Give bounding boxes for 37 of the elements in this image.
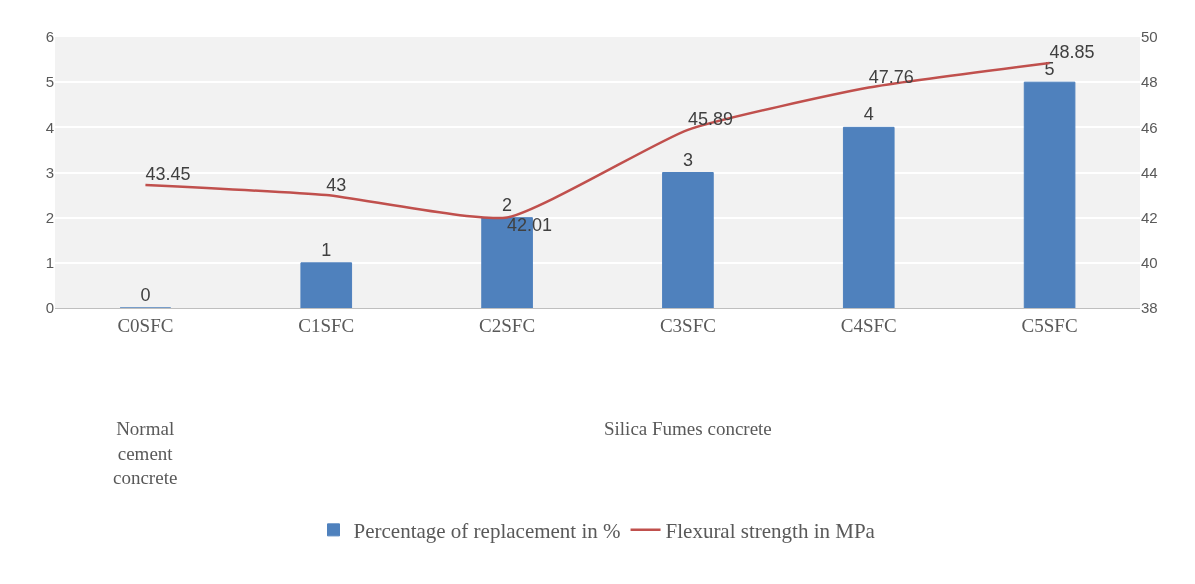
y-tick-label: 6 (45, 28, 54, 46)
legend-label: Flexural strength in MPa (665, 519, 876, 544)
y2-tick-label: 46 (1141, 118, 1158, 136)
x-tick-label: C4SFC (840, 314, 897, 336)
bar (1023, 81, 1076, 308)
bar (662, 172, 714, 308)
bar (842, 126, 895, 308)
x-tick-label: C2SFC (479, 314, 536, 336)
legend-label: Percentage of replacement in % (353, 519, 621, 544)
data-label: 47.76 (868, 67, 914, 88)
x-tick-label: C5SFC (1021, 314, 1078, 336)
y-tick-label: 2 (45, 208, 54, 226)
data-label: 48.85 (1049, 42, 1095, 63)
y2-tick-label: 40 (1141, 254, 1158, 272)
data-label: 43 (326, 174, 347, 195)
text: Normal cement concrete (113, 418, 178, 489)
text: Silica Fumes concrete (604, 418, 772, 439)
data-label: 1 (321, 239, 332, 260)
data-label: 2 (502, 194, 513, 215)
x-tick-label: C3SFC (659, 314, 716, 336)
y-tick-label: 5 (45, 73, 54, 91)
x-tick-label: C1SFC (298, 314, 355, 336)
x-tick-label: C0SFC (117, 314, 174, 336)
y2-tick-label: 44 (1141, 163, 1158, 181)
data-label: 0 (140, 285, 151, 305)
y2-tick-label: 42 (1141, 208, 1158, 226)
data-label: 43.45 (145, 164, 191, 185)
y2-tick-label: 48 (1141, 73, 1158, 91)
y-tick-label: 4 (45, 118, 54, 136)
y-tick-label: 0 (45, 299, 54, 317)
bar (300, 262, 353, 308)
y-tick-label: 1 (45, 254, 54, 272)
y-tick-label: 3 (45, 163, 54, 181)
data-label: 4 (863, 104, 874, 125)
y2-tick-label: 50 (1141, 28, 1158, 46)
y2-tick-label: 38 (1141, 299, 1158, 317)
data-label: 3 (682, 149, 693, 170)
